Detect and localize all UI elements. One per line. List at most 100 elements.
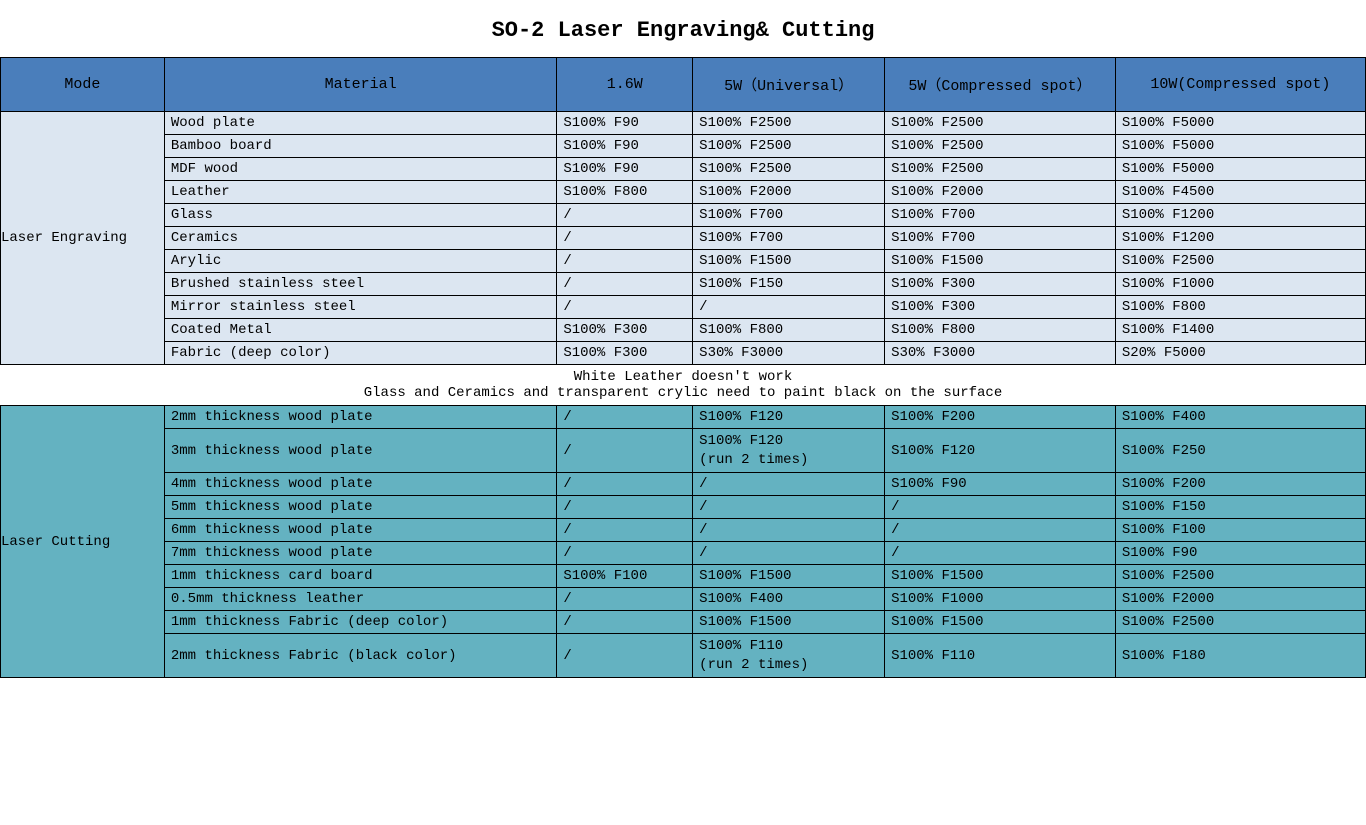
cell-material: 6mm thickness wood plate (164, 519, 556, 542)
cell-w3: S100% F200 (885, 406, 1116, 429)
cell-w2: S30% F3000 (693, 342, 885, 365)
cell-w4: S100% F4500 (1115, 181, 1365, 204)
cell-w4: S100% F250 (1115, 429, 1365, 473)
cell-w4: S100% F400 (1115, 406, 1365, 429)
cell-w4: S100% F2500 (1115, 250, 1365, 273)
cell-w1: / (557, 250, 693, 273)
table-row: Brushed stainless steel/S100% F150S100% … (1, 273, 1366, 296)
cell-w2: S100% F120 (693, 406, 885, 429)
table-row: Arylic/S100% F1500S100% F1500S100% F2500 (1, 250, 1366, 273)
table-row: 1mm thickness card boardS100% F100S100% … (1, 565, 1366, 588)
cell-w2: S100% F1500 (693, 250, 885, 273)
cell-w4: S100% F1200 (1115, 227, 1365, 250)
cell-w3: S100% F300 (885, 273, 1116, 296)
cell-w4: S100% F5000 (1115, 135, 1365, 158)
cell-w2: S100% F2000 (693, 181, 885, 204)
table-row: 4mm thickness wood plate//S100% F90S100%… (1, 473, 1366, 496)
note-line-1: White Leather doesn't work (1, 369, 1366, 385)
cell-w3: S100% F2500 (885, 158, 1116, 181)
cell-w4: S20% F5000 (1115, 342, 1365, 365)
mode-cell: Laser Engraving (1, 112, 165, 365)
cell-w1: / (557, 296, 693, 319)
cell-w4: S100% F5000 (1115, 158, 1365, 181)
table-row: Laser Cutting2mm thickness wood plate/S1… (1, 406, 1366, 429)
cell-w3: S100% F1500 (885, 250, 1116, 273)
laser-params-table: Mode Material 1.6W 5W（Universal） 5W（Comp… (0, 57, 1366, 678)
cell-material: Glass (164, 204, 556, 227)
cell-w3: / (885, 542, 1116, 565)
table-row: 2mm thickness Fabric (black color)/S100%… (1, 634, 1366, 678)
cell-w4: S100% F200 (1115, 473, 1365, 496)
cell-w4: S100% F90 (1115, 542, 1365, 565)
cell-material: 4mm thickness wood plate (164, 473, 556, 496)
cell-w1: / (557, 634, 693, 678)
cell-w4: S100% F800 (1115, 296, 1365, 319)
cell-w2: S100% F2500 (693, 158, 885, 181)
cell-w4: S100% F100 (1115, 519, 1365, 542)
cell-w3: S30% F3000 (885, 342, 1116, 365)
cell-w2: S100% F400 (693, 588, 885, 611)
col-header-1-6w: 1.6W (557, 58, 693, 112)
cell-w4: S100% F2000 (1115, 588, 1365, 611)
table-row: Bamboo boardS100% F90S100% F2500S100% F2… (1, 135, 1366, 158)
cell-w2: S100% F150 (693, 273, 885, 296)
cell-material: Brushed stainless steel (164, 273, 556, 296)
cell-material: 1mm thickness Fabric (deep color) (164, 611, 556, 634)
cell-w3: S100% F1500 (885, 611, 1116, 634)
cell-w1: / (557, 542, 693, 565)
mode-cell: Laser Cutting (1, 406, 165, 678)
cell-w3: S100% F120 (885, 429, 1116, 473)
cell-w1: / (557, 519, 693, 542)
cell-w2: S100% F2500 (693, 112, 885, 135)
table-row: Mirror stainless steel//S100% F300S100% … (1, 296, 1366, 319)
table-row: 0.5mm thickness leather/S100% F400S100% … (1, 588, 1366, 611)
table-row: Coated MetalS100% F300S100% F800S100% F8… (1, 319, 1366, 342)
cell-w3: S100% F1500 (885, 565, 1116, 588)
cell-w1: / (557, 429, 693, 473)
cell-w1: S100% F90 (557, 112, 693, 135)
note-line-2: Glass and Ceramics and transparent cryli… (1, 385, 1366, 401)
table-row: Fabric (deep color)S100% F300S30% F3000S… (1, 342, 1366, 365)
cell-w2: S100% F1500 (693, 611, 885, 634)
cell-w1: / (557, 406, 693, 429)
table-header-row: Mode Material 1.6W 5W（Universal） 5W（Comp… (1, 58, 1366, 112)
cell-w2: / (693, 296, 885, 319)
cell-w1: / (557, 496, 693, 519)
cell-w1: S100% F800 (557, 181, 693, 204)
cell-material: MDF wood (164, 158, 556, 181)
col-header-5w-univ: 5W（Universal） (693, 58, 885, 112)
cell-material: Coated Metal (164, 319, 556, 342)
table-row: Ceramics/S100% F700S100% F700S100% F1200 (1, 227, 1366, 250)
cell-material: Fabric (deep color) (164, 342, 556, 365)
cell-w3: / (885, 496, 1116, 519)
cell-w4: S100% F150 (1115, 496, 1365, 519)
cell-material: 1mm thickness card board (164, 565, 556, 588)
cell-material: 2mm thickness Fabric (black color) (164, 634, 556, 678)
cell-w1: / (557, 611, 693, 634)
cell-w4: S100% F2500 (1115, 611, 1365, 634)
cell-w2: S100% F110 (run 2 times) (693, 634, 885, 678)
cell-w4: S100% F5000 (1115, 112, 1365, 135)
cell-w1: S100% F90 (557, 158, 693, 181)
cell-material: 2mm thickness wood plate (164, 406, 556, 429)
notes-row: White Leather doesn't work Glass and Cer… (1, 365, 1366, 406)
cell-w3: S100% F300 (885, 296, 1116, 319)
cell-material: Wood plate (164, 112, 556, 135)
cell-w3: S100% F2500 (885, 112, 1116, 135)
col-header-5w-comp: 5W（Compressed spot） (885, 58, 1116, 112)
table-row: 6mm thickness wood plate///S100% F100 (1, 519, 1366, 542)
cell-w2: S100% F700 (693, 204, 885, 227)
cell-w1: / (557, 588, 693, 611)
cell-w2: / (693, 473, 885, 496)
cell-w2: / (693, 519, 885, 542)
cell-w4: S100% F1200 (1115, 204, 1365, 227)
table-row: 7mm thickness wood plate///S100% F90 (1, 542, 1366, 565)
cell-material: Arylic (164, 250, 556, 273)
cell-material: Mirror stainless steel (164, 296, 556, 319)
cell-w1: S100% F300 (557, 319, 693, 342)
table-row: 1mm thickness Fabric (deep color)/S100% … (1, 611, 1366, 634)
cell-w3: / (885, 519, 1116, 542)
cell-w3: S100% F90 (885, 473, 1116, 496)
cell-w1: / (557, 227, 693, 250)
table-row: 3mm thickness wood plate/S100% F120 (run… (1, 429, 1366, 473)
